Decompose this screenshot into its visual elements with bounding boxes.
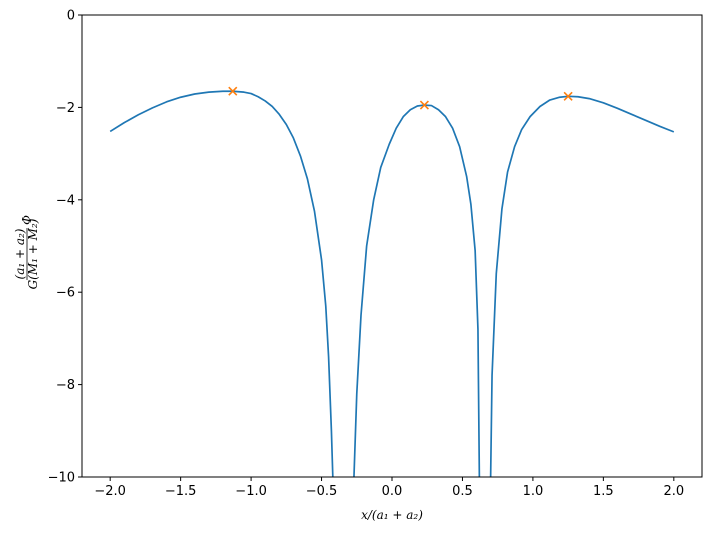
lagrange-point-marker: [419, 100, 429, 110]
y-tick-label: −6: [56, 286, 75, 301]
potential-curve-segment: [489, 95, 675, 477]
x-axis-label: x/(a₁ + a₂): [361, 508, 423, 522]
x-tick-label: −0.5: [306, 484, 338, 499]
y-axis-label-denominator: G(M₁ + M₂): [26, 218, 40, 289]
y-axis-label: (a₁ + a₂) G(M₁ + M₂) Φ: [13, 215, 40, 289]
potential-curve-segment: [353, 104, 481, 477]
x-tick-label: 1.5: [593, 484, 614, 499]
potential-curve-segment: [109, 90, 334, 477]
x-tick-label: 1.0: [523, 484, 544, 499]
x-tick-label: −2.0: [94, 484, 126, 499]
x-tick-label: 0.5: [452, 484, 473, 499]
y-tick-label: −4: [56, 193, 75, 208]
x-tick-label: −1.5: [165, 484, 197, 499]
lagrange-point-marker: [228, 86, 238, 96]
y-tick-label: −8: [56, 378, 75, 393]
y-axis-ticks: 0 −2 −4 −6 −8 −10: [48, 9, 82, 486]
x-tick-label: 0.0: [382, 484, 403, 499]
y-axis-label-symbol: Φ: [20, 215, 34, 225]
plot-data-layer: [109, 86, 675, 477]
x-tick-label: −1.0: [235, 484, 267, 499]
x-axis-ticks: −2.0 −1.5 −1.0 −0.5 0.0 0.5 1.0 1.5 2.0: [94, 477, 684, 499]
y-tick-label: −2: [56, 101, 75, 116]
y-tick-label: 0: [67, 9, 75, 24]
lagrange-point-marker: [563, 91, 573, 101]
y-axis-label-numerator: (a₁ + a₂): [13, 228, 27, 279]
x-tick-label: 2.0: [663, 484, 684, 499]
y-tick-label: −10: [48, 471, 75, 486]
